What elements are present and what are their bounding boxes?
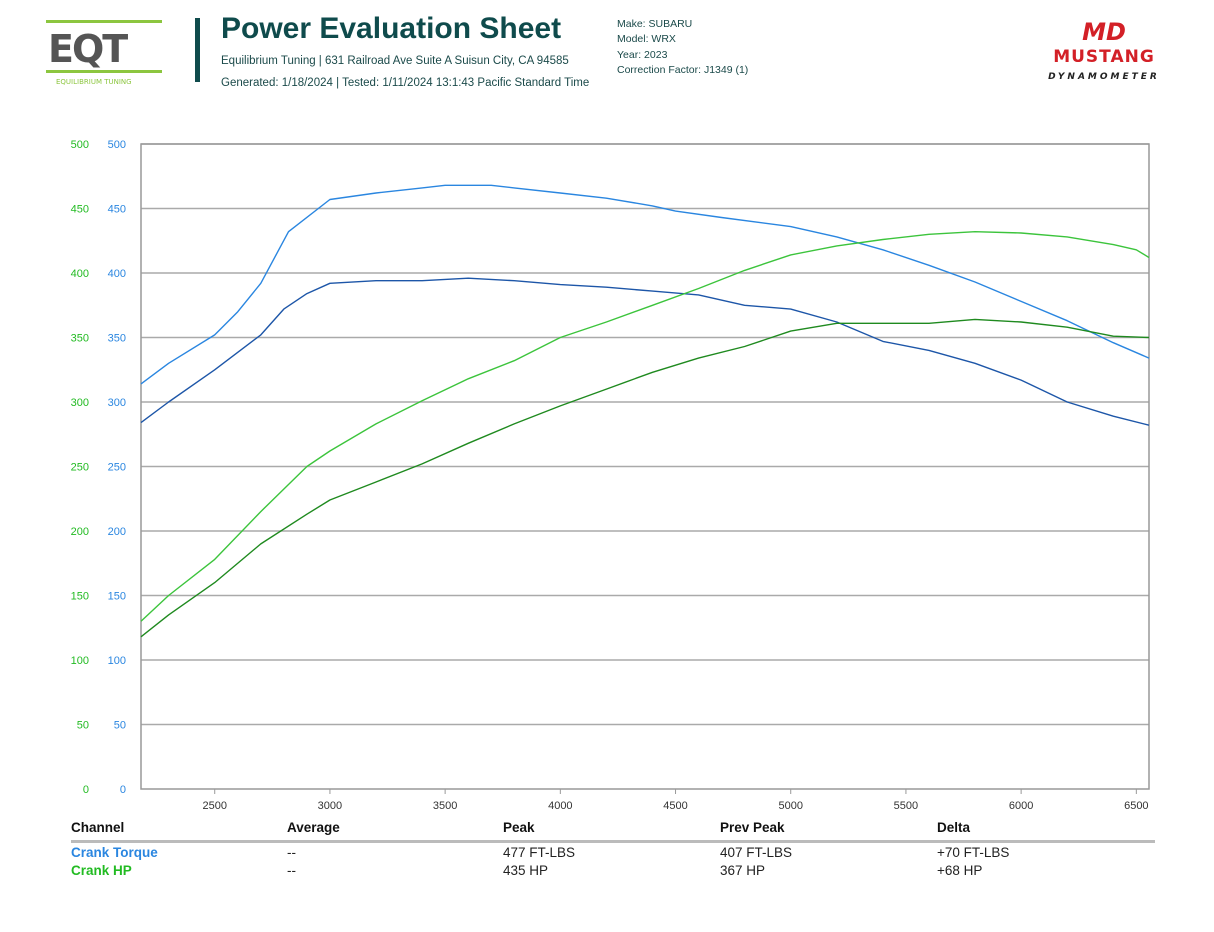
y-tick-right: 150 <box>108 591 126 603</box>
x-tick-label: 4500 <box>663 800 687 812</box>
year: Year: 2023 <box>617 48 668 61</box>
results-table: Channel Average Peak Prev Peak Delta Cra… <box>71 818 1155 879</box>
y-tick-right: 250 <box>108 462 126 474</box>
y-tick-left: 200 <box>71 526 89 538</box>
address: Equilibrium Tuning | 631 Railroad Ave Su… <box>221 55 569 67</box>
delta: +70 FT-LBS <box>937 845 1010 860</box>
average: -- <box>287 845 296 860</box>
x-tick-label: 3500 <box>433 800 457 812</box>
x-tick-label: 6000 <box>1009 800 1033 812</box>
col-average: Average <box>287 818 503 843</box>
channel: Crank Torque <box>71 845 158 860</box>
average: -- <box>287 863 296 878</box>
y-tick-left: 400 <box>71 268 89 280</box>
y-tick-right: 350 <box>108 333 126 345</box>
table-row: Crank Torque -- 477 FT-LBS 407 FT-LBS +7… <box>71 842 1155 862</box>
generated-info: Generated: 1/18/2024 | Tested: 1/11/2024… <box>221 77 590 89</box>
y-tick-right: 200 <box>108 526 126 538</box>
x-tick-label: 5000 <box>778 800 802 812</box>
x-tick-label: 5500 <box>894 800 918 812</box>
svg-text:MD: MD <box>1082 18 1126 46</box>
peak: 477 FT-LBS <box>503 845 576 860</box>
y-tick-left: 300 <box>71 397 89 409</box>
col-prev-peak: Prev Peak <box>720 818 937 843</box>
y-tick-right: 100 <box>108 655 126 667</box>
col-channel: Channel <box>71 818 287 843</box>
x-tick-label: 4000 <box>548 800 572 812</box>
header-divider <box>195 18 200 82</box>
y-tick-right: 50 <box>114 720 126 732</box>
y-tick-right: 500 <box>108 139 126 151</box>
y-tick-left: 100 <box>71 655 89 667</box>
mustang-dyno-logo: MD MUSTANG DYNAMOMETER <box>1048 18 1160 82</box>
col-peak: Peak <box>503 818 720 843</box>
y-tick-left: 0 <box>83 784 89 796</box>
svg-text:MUSTANG: MUSTANG <box>1053 47 1155 67</box>
y-tick-right: 300 <box>108 397 126 409</box>
svg-text:DYNAMOMETER: DYNAMOMETER <box>1048 72 1160 82</box>
y-tick-right: 0 <box>120 784 126 796</box>
y-tick-right: 400 <box>108 268 126 280</box>
x-tick-label: 3000 <box>318 800 342 812</box>
vehicle-info: Make: SUBARU Model: WRX Year: 2023 Corre… <box>617 17 748 79</box>
col-delta: Delta <box>937 818 1155 843</box>
y-tick-left: 500 <box>71 139 89 151</box>
plot-frame <box>140 143 1150 790</box>
y-tick-left: 250 <box>71 462 89 474</box>
series-hp-prev <box>140 318 1150 638</box>
svg-text:EQT: EQT <box>48 27 128 71</box>
series-torque <box>140 184 1150 385</box>
y-tick-left: 450 <box>71 204 89 216</box>
model: Model: WRX <box>617 33 676 46</box>
peak: 435 HP <box>503 863 549 878</box>
page-title: Power Evaluation Sheet <box>221 12 562 45</box>
x-tick-label: 2500 <box>202 800 226 812</box>
y-tick-left: 50 <box>77 720 89 732</box>
x-tick-label: 6500 <box>1124 800 1148 812</box>
prev-peak: 367 HP <box>720 863 766 878</box>
table-row: Crank HP -- 435 HP 367 HP +68 HP <box>71 861 1155 879</box>
prev-peak: 407 FT-LBS <box>720 845 793 860</box>
delta: +68 HP <box>937 863 983 878</box>
y-tick-right: 450 <box>108 204 126 216</box>
correction-factor: Correction Factor: J1349 (1) <box>617 64 749 77</box>
y-tick-left: 150 <box>71 591 89 603</box>
dyno-chart: 0 0 50 50 100 100 150 150 200 200 250 250 300 300 350 3… <box>71 139 1150 812</box>
make: Make: SUBARU <box>617 18 693 30</box>
channel: Crank HP <box>71 863 132 878</box>
svg-text:EQUILIBRIUM TUNING: EQUILIBRIUM TUNING <box>56 78 132 86</box>
series-hp <box>140 231 1150 622</box>
series-torque-prev <box>140 277 1150 426</box>
y-tick-left: 350 <box>71 333 89 345</box>
eqt-logo: EQT EQUILIBRIUM TUNING <box>46 20 162 86</box>
